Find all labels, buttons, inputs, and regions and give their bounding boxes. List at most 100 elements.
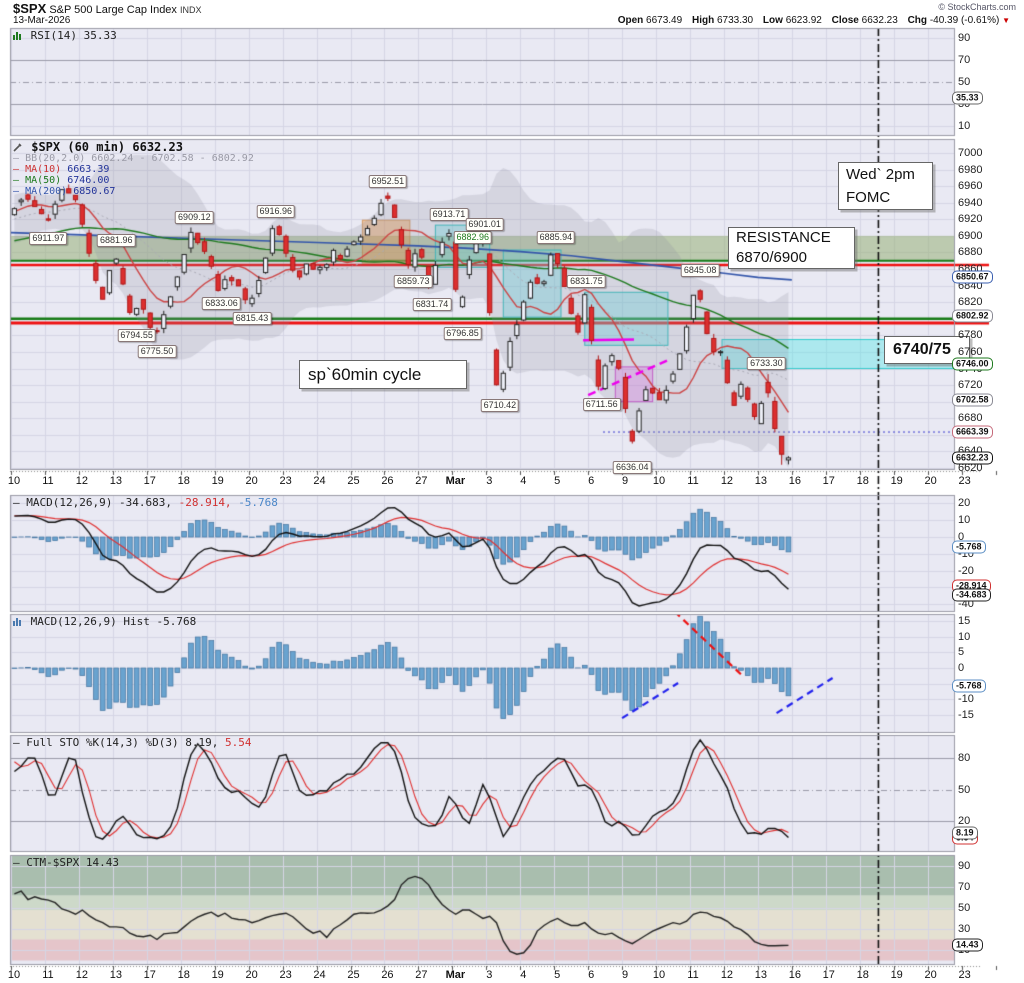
chg-dropdown-icon[interactable]: ▼ [1002, 16, 1010, 25]
date-label: 9 [622, 475, 629, 487]
ctm-value-badge: 14.43 [952, 938, 983, 952]
date-label: 17 [822, 475, 835, 487]
date-label: 11 [42, 969, 54, 981]
price-legend: $SPX (60 min) 6632.23 [13, 140, 183, 155]
date-label: 23 [958, 475, 971, 487]
price-annotation: 6881.96 [96, 233, 136, 247]
date-label: 20 [924, 969, 937, 981]
price-annotation: 6859.73 [394, 275, 433, 289]
macd-axis-tick: 10 [958, 514, 971, 527]
date-label: 18 [856, 969, 869, 981]
date-label: 11 [42, 475, 54, 487]
close-label: Close [831, 15, 859, 26]
rsi-axis-tick: 10 [958, 120, 971, 133]
price-value-badge: 6746.00 [952, 357, 993, 371]
sto-label: Full STO %K(14,3) %D(3) [26, 736, 179, 749]
date-label: 20 [924, 475, 937, 487]
macd-label: MACD(12,26,9) [26, 496, 113, 509]
sto-legend: — Full STO %K(14,3) %D(3) 8.19, 5.54 [13, 736, 251, 749]
price-axis-tick: 6680 [958, 412, 983, 425]
date-label: 23 [958, 969, 971, 981]
hist-axis-tick: 10 [958, 630, 971, 643]
sto-axis-tick: 80 [958, 752, 971, 764]
date-label: 5 [554, 475, 561, 487]
chart-header: $SPX S&P 500 Large Cap Index INDX [13, 1, 202, 16]
hist-value-badge: -5.768 [952, 679, 986, 693]
copyright: © StockCharts.com [938, 2, 1016, 12]
price-value-badge: 6802.92 [952, 309, 993, 323]
price-axis-tick: 6980 [958, 163, 983, 176]
bb-line-swatch: — [13, 153, 20, 164]
price-axis-tick: 6620 [958, 462, 983, 475]
price-annotation: 6901.01 [465, 218, 504, 232]
price-annotation: 6815.43 [232, 312, 272, 325]
ctm-axis-tick: 50 [958, 901, 971, 914]
chart-date: 13-Mar-2026 [13, 15, 71, 26]
price-axis-tick: 6960 [958, 180, 983, 193]
bb-legend: — BB(20,2.0) 6602.24 - 6702.58 - 6802.92 [13, 153, 254, 164]
hist-axis-tick: 15 [958, 615, 971, 628]
date-label: 6 [588, 969, 595, 981]
fomc-line2: FOMC [846, 189, 891, 206]
date-label: 27 [415, 969, 428, 981]
price-annotation: 6833.06 [202, 297, 241, 311]
rsi-axis-tick: 90 [958, 32, 971, 45]
hist-axis-tick: 0 [958, 662, 965, 674]
macd-axis-tick: -20 [958, 564, 974, 577]
exchange-label: INDX [180, 5, 202, 15]
date-label: 13 [754, 475, 768, 487]
ma50-legend: — MA(50) 6746.00 [13, 175, 109, 186]
ctm-axis-tick: 90 [958, 859, 971, 872]
price-annotation: 6911.97 [29, 231, 68, 245]
fomc-annotation-box: Wed` 2pm FOMC [838, 162, 933, 210]
macd-signal-value: -28.914, [178, 496, 232, 509]
price-axis-tick: 6920 [958, 213, 983, 226]
macd-line-swatch: — [13, 496, 20, 509]
fomc-line1: Wed` 2pm [846, 166, 915, 183]
price-annotation: 6913.71 [429, 207, 469, 221]
price-annotation: 6831.74 [412, 298, 452, 312]
low-label: Low [762, 15, 783, 26]
price-legend-text: $SPX (60 min) 6632.23 [31, 140, 183, 154]
price-axis-tick: 6720 [958, 379, 983, 392]
date-label: 9 [622, 969, 629, 981]
macd-axis-tick: 20 [958, 497, 971, 510]
date-label: 17 [143, 475, 156, 487]
ma10-label: MA(10) [25, 164, 62, 175]
ma200-value: 6850.67 [73, 186, 116, 197]
date-label: 6 [588, 475, 595, 487]
date-label: 25 [347, 475, 360, 487]
resistance-annotation-box: RESISTANCE 6870/6900 [728, 227, 855, 269]
hist-legend: MACD(12,26,9) Hist -5.768 [13, 615, 196, 629]
price-annotation: 6845.08 [680, 264, 720, 278]
annotation-tool-icon [13, 141, 22, 155]
indicator-chart-icon [13, 30, 22, 43]
date-label: 16 [788, 475, 801, 487]
price-annotation: 6711.56 [582, 398, 621, 412]
ma50-label: MA(50) [25, 175, 62, 186]
date-label: 13 [109, 475, 122, 487]
date-label: 11 [687, 969, 699, 981]
ma200-label: MA(200) [25, 186, 68, 197]
hist-axis-tick: -10 [958, 693, 974, 706]
date-label: 3 [486, 969, 493, 981]
ctm-legend: — CTM-$SPX 14.43 [13, 856, 119, 869]
price-annotation: 6710.42 [480, 399, 520, 413]
close-value: 6632.23 [861, 15, 898, 26]
date-label: 4 [520, 969, 527, 981]
date-label: 3 [486, 475, 493, 487]
macd-axis-tick: 0 [958, 531, 965, 543]
sto-d-value: 5.54 [224, 736, 252, 749]
histogram-icon [13, 616, 22, 629]
ma50-value: 6746.00 [67, 175, 110, 186]
ma50-line-swatch: — [13, 175, 20, 186]
price-annotation: 6909.12 [175, 211, 214, 225]
date-label: 24 [313, 969, 326, 981]
date-label: 18 [177, 475, 190, 487]
macd-value-badge: -5.768 [952, 540, 986, 554]
macd-legend: — MACD(12,26,9) -34.683, -28.914, -5.768 [13, 496, 278, 509]
chg-value: -40.39 (-0.61%) [929, 15, 1000, 26]
macd-hist-value: -5.768 [238, 496, 278, 509]
ma10-line-swatch: — [13, 164, 20, 175]
